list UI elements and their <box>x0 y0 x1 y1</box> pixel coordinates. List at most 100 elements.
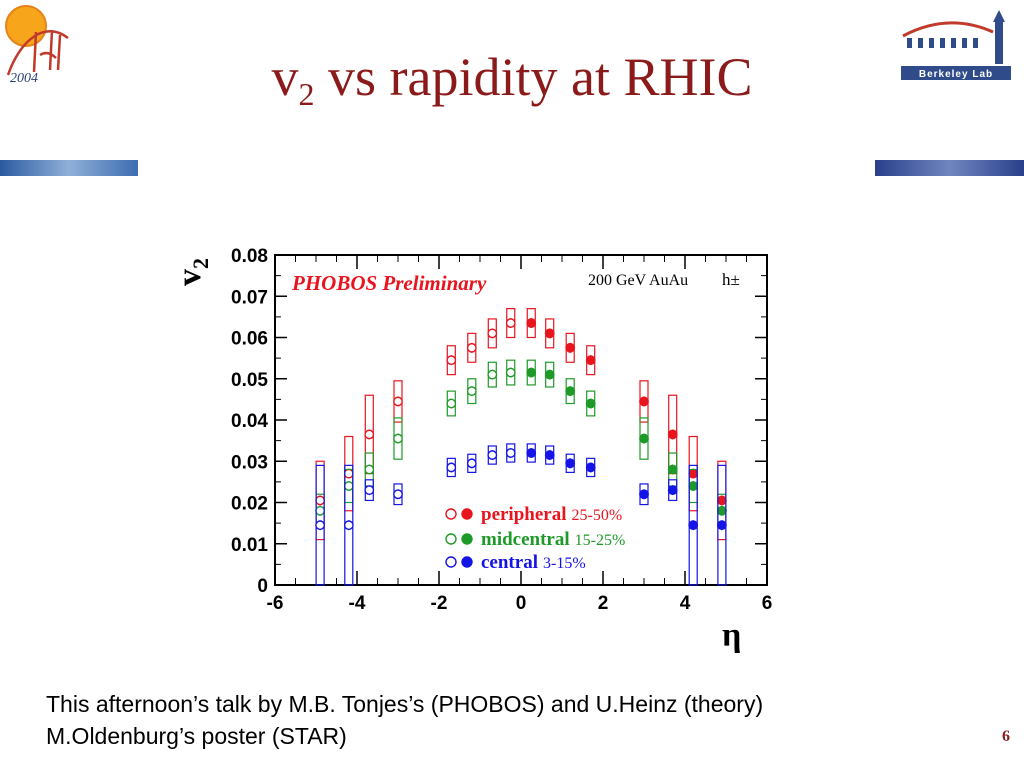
midcentral-point-closed <box>717 505 727 516</box>
midcentral-point-closed <box>585 398 596 409</box>
central-point-open <box>505 448 516 458</box>
y-tick-label: 0.08 <box>231 246 268 267</box>
y-tick-label: 0.02 <box>231 494 268 515</box>
peripheral-point-open <box>446 355 457 366</box>
x-tick-label: -4 <box>349 593 366 614</box>
midcentral-point-closed <box>544 369 555 380</box>
bridge-icon <box>6 29 69 76</box>
peripheral-point-closed <box>639 396 649 407</box>
sun-icon <box>5 5 47 47</box>
y-tick-label: 0.03 <box>231 452 268 473</box>
central-point-closed <box>526 448 537 458</box>
y-tick-label: 0.01 <box>231 535 268 556</box>
chart-annotation-particles: h± <box>722 270 740 289</box>
chart-title: PHOBOS Preliminary <box>291 271 487 295</box>
tower-icon <box>995 20 1003 64</box>
peripheral-point-closed <box>544 328 555 339</box>
y-tick-label: 0.05 <box>231 370 268 391</box>
legend-name: peripheral <box>481 504 567 525</box>
midcentral-point-open <box>446 398 457 409</box>
slide-footer: This afternoon’s talk by M.B. Tonjes’s (… <box>46 688 763 752</box>
y-tick-label: 0.07 <box>231 287 268 308</box>
legend-range: 3-15% <box>543 555 586 572</box>
y-axis-label-v: v <box>171 269 208 286</box>
midcentral-point-open <box>393 433 403 444</box>
conference-logo: 2004 <box>5 5 69 86</box>
footer-line-2: M.Oldenburg’s poster (STAR) <box>46 723 347 749</box>
peripheral-point-closed <box>585 355 596 366</box>
legend-closed-marker <box>461 533 473 545</box>
decorative-band-left <box>0 160 138 176</box>
x-tick-label: -6 <box>267 593 284 614</box>
peripheral-point-open <box>315 495 325 506</box>
lab-building-icon <box>902 21 994 38</box>
midcentral-point-open <box>487 369 498 380</box>
central-point-open <box>446 462 457 473</box>
legend-closed-marker <box>461 556 473 568</box>
title-v: v <box>271 47 299 107</box>
y-tick-label: 0 <box>257 576 268 597</box>
legend-range: 15-25% <box>575 532 626 549</box>
midcentral-point-open <box>343 481 354 491</box>
central-point-open <box>315 520 325 531</box>
central-point-closed <box>639 489 649 500</box>
chart-annotation: 200 GeV AuAu <box>588 272 688 289</box>
legend-closed-marker <box>461 508 473 520</box>
legend-entry-midcentral: midcentral 15-25% <box>481 529 625 550</box>
peripheral-point-open <box>343 468 354 479</box>
peripheral-point-open <box>393 396 403 407</box>
midcentral-point-closed <box>526 367 537 378</box>
midcentral-point-open <box>505 367 516 378</box>
midcentral-point-closed <box>688 481 699 491</box>
midcentral-point-open <box>364 464 375 475</box>
y-tick-label: 0.06 <box>231 329 268 350</box>
central-point-closed <box>688 520 699 531</box>
logo-text: Berkeley Lab <box>919 69 993 80</box>
midcentral-point-closed <box>667 464 678 475</box>
central-point-closed <box>667 485 678 496</box>
slide-title: v2 vs rapidity at RHIC <box>0 50 1024 110</box>
legend-open-marker <box>445 533 457 545</box>
legend-name: central <box>481 552 538 573</box>
peripheral-point-closed <box>717 495 727 506</box>
central-point-closed <box>544 450 555 460</box>
midcentral-point-open <box>466 386 477 397</box>
central-point-open <box>364 485 375 496</box>
page-number: 6 <box>1002 728 1010 745</box>
logo-year: 2004 <box>10 71 38 86</box>
midcentral-point-closed <box>639 433 649 444</box>
y-axis-label: v2 <box>171 258 213 286</box>
central-point-closed <box>585 462 596 473</box>
legend-range: 25-50% <box>572 507 623 524</box>
y-tick-label: 0.04 <box>231 411 268 432</box>
berkeley-lab-logo: Berkeley Lab <box>895 10 1017 80</box>
plot-frame <box>274 254 768 586</box>
peripheral-point-closed <box>565 342 576 353</box>
legend-open-marker <box>445 556 457 568</box>
central-point-closed <box>565 458 576 469</box>
x-tick-label: 4 <box>680 593 691 614</box>
x-tick-label: 6 <box>762 593 773 614</box>
central-point-closed <box>717 520 727 531</box>
peripheral-point-open <box>505 318 516 328</box>
legend-open-marker <box>445 508 457 520</box>
x-axis-label: η <box>722 617 741 654</box>
legend-name: midcentral <box>481 529 570 550</box>
title-text: vs rapidity at RHIC <box>314 47 753 107</box>
x-tick-label: 0 <box>516 593 527 614</box>
x-tick-label: -2 <box>431 593 448 614</box>
y-axis-label-sub: 2 <box>188 258 213 269</box>
central-point-open <box>343 520 354 531</box>
peripheral-point-closed <box>526 318 537 328</box>
legend-entry-peripheral: peripheral 25-50% <box>481 504 622 525</box>
central-point-open <box>487 450 498 460</box>
peripheral-point-open <box>364 429 375 440</box>
title-subscript: 2 <box>298 76 315 112</box>
x-tick-label: 2 <box>598 593 609 614</box>
central-point-open <box>393 489 403 500</box>
v2-rapidity-chart: 0 0.01 0.02 0.03 0.04 0.05 0.06 0.07 0.08 -6 -4 -2 0… <box>171 246 773 654</box>
chart-legend: peripheral 25-50%midcentral 15-25% central 3… <box>445 504 625 573</box>
peripheral-point-closed <box>667 429 678 440</box>
midcentral-point-open <box>315 505 325 516</box>
midcentral-point-closed <box>565 386 576 397</box>
